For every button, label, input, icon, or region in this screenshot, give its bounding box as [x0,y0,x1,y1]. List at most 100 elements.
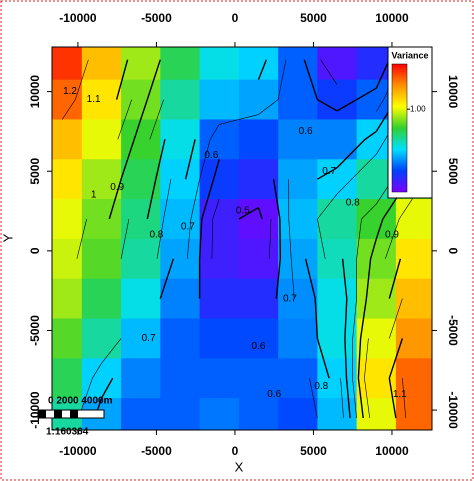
x-tick-label: -10000 [59,11,97,25]
field-cell [52,159,83,200]
field-cell [238,318,279,359]
field-cell [395,398,432,430]
scale-text: 1:160364 [46,427,89,438]
field-cell [317,199,358,240]
contour-label: 0.8 [314,381,328,392]
field-cell [238,398,279,430]
field-cell [317,79,358,120]
field-cell [52,119,83,160]
field-cell [121,398,161,430]
contour-line [211,59,338,259]
y-tick-label: -10000 [446,391,460,429]
field-cell [81,199,122,240]
x-tick-label: 10000 [375,11,409,25]
x-tick-label: 0 [232,11,239,25]
contour-label: 0.7 [322,166,336,177]
field-cell [278,159,318,200]
field-cell [356,358,397,399]
field-cell [199,398,240,430]
x-axis-label: X [235,459,244,474]
contour-line [238,206,263,220]
field-cell [121,199,161,240]
scale-bar-label: 0 2000 4000m [48,396,113,407]
field-cell [81,318,122,359]
field-cell [317,318,358,359]
field-cell [81,47,122,81]
contour-line [198,59,390,299]
field-cell [395,199,432,240]
field-cell [81,79,122,120]
field-cell [356,199,397,240]
field-cell [199,159,240,200]
field-cell [199,47,240,81]
colorbar-tick-label: 1.00 [410,104,426,113]
field-cell [81,358,122,399]
field-cell [199,278,240,320]
contour-line [94,59,397,419]
contour-label: 1.2 [63,86,77,97]
field-cell [317,159,358,200]
x-tick-label: 5000 [300,444,327,458]
field-cell [238,159,279,200]
y-tick-label: 10000 [28,75,42,109]
contour-label: 0.6 [267,389,281,400]
x-tick-label: 0 [232,444,239,458]
y-tick-label: 0 [446,247,460,254]
field-cell [81,278,122,320]
field-cell [278,398,318,430]
contour-label: 0.6 [252,341,266,352]
field-cell [238,119,279,160]
field-cell [52,79,83,120]
x-tick-label: -10000 [59,444,97,458]
field-cell [121,358,161,399]
field-cell [121,318,161,359]
contour-line [389,298,403,339]
y-tick-label: -5000 [446,315,460,346]
field-cell [199,79,240,120]
scale-bar-segment [38,410,46,418]
field-cell [278,358,318,399]
field-cell [317,119,358,160]
field-cell [160,79,201,120]
field-cell [160,119,201,160]
field-cell [199,358,240,399]
field-cell [81,238,122,280]
contour-label: 0.5 [236,206,250,217]
field-cell [317,278,358,320]
field-cell [121,47,161,81]
contour-label: 0.8 [346,198,360,209]
field-cell [121,278,161,320]
field-cell [160,47,201,81]
contour-label: 0.7 [142,333,156,344]
contour-label: 0.7 [283,293,297,304]
field-cell [317,47,358,81]
field-cell [278,79,318,120]
y-axis-label: Y [0,233,15,242]
field-cell [317,398,358,430]
field-cell [81,159,122,200]
field-cell [317,238,358,280]
field-cell [52,318,83,359]
field-cell [238,238,279,280]
contour-label: 1 [91,190,97,201]
x-tick-label: -5000 [141,11,172,25]
field-cell [395,238,432,280]
field-cell [160,358,201,399]
field-cell [278,199,318,240]
field-cell [199,238,240,280]
contour-line [388,338,404,419]
y-tick-label: 0 [28,247,42,254]
colorbar [391,63,408,193]
field-cell [356,278,397,320]
contour-label: 0.9 [385,230,399,241]
scale-bar-segment [54,410,62,418]
contour-label: 0.7 [181,222,195,233]
contour-label: 1.1 [393,389,407,400]
field-cell [317,358,358,399]
scale-bar-segment [70,410,78,418]
y-tick-label: -5000 [28,315,42,346]
contour-line [76,99,416,419]
field-cell [278,119,318,160]
